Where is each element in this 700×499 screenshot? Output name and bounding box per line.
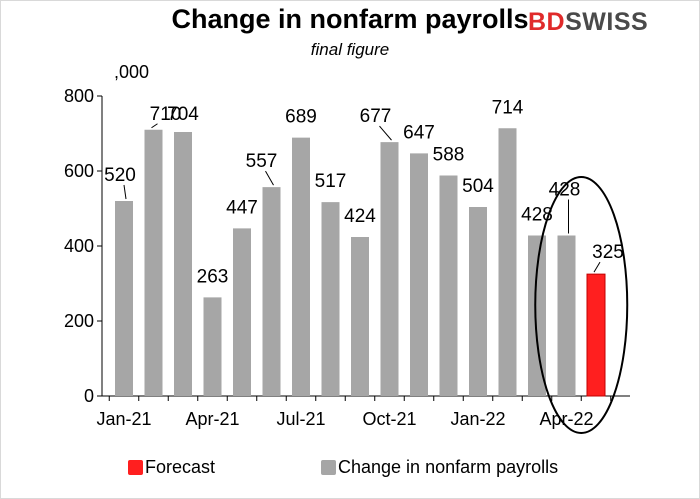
data-label-leader xyxy=(123,184,127,200)
x-tick-label: Apr-22 xyxy=(539,409,593,429)
logo-swiss: SWISS xyxy=(565,8,649,36)
bar xyxy=(115,201,133,396)
bar xyxy=(380,142,399,396)
bar xyxy=(439,175,458,396)
bar xyxy=(174,132,192,396)
data-label: 647 xyxy=(403,122,435,143)
data-label-leader xyxy=(151,123,158,129)
y-tick-label: 400 xyxy=(64,236,94,256)
y-tick-label: 800 xyxy=(64,86,94,106)
data-label: 428 xyxy=(549,180,581,201)
bar xyxy=(557,235,576,396)
x-tick-label: Apr-21 xyxy=(185,409,239,429)
data-label: 557 xyxy=(246,151,278,172)
data-label: 447 xyxy=(226,197,258,218)
data-label: 428 xyxy=(521,205,553,226)
bar xyxy=(410,153,428,396)
y-tick-label: 0 xyxy=(84,386,94,406)
data-label: 714 xyxy=(492,97,524,118)
x-tick-label: Jul-21 xyxy=(276,409,325,429)
legend-swatch-payrolls xyxy=(321,460,336,475)
legend-item-forecast: Forecast xyxy=(128,457,215,478)
bar xyxy=(262,187,281,396)
bar xyxy=(469,207,487,396)
x-tick-label: Jan-21 xyxy=(96,409,151,429)
data-label: 325 xyxy=(592,242,624,263)
bar xyxy=(203,297,222,396)
bdswiss-logo: BDSWISS xyxy=(528,8,648,37)
data-label: 504 xyxy=(462,176,494,197)
data-label: 677 xyxy=(360,106,392,127)
legend-swatch-forecast xyxy=(128,460,143,475)
data-label-leader xyxy=(265,170,274,186)
chart-subtitle: final figure xyxy=(310,40,390,59)
chart-title: Change in nonfarm payrolls xyxy=(171,4,529,34)
y-axis-unit-label: ,000 xyxy=(114,62,149,82)
logo-bd: BD xyxy=(528,8,566,36)
bar xyxy=(528,235,546,396)
data-label: 263 xyxy=(197,266,229,287)
x-tick-label: Jan-22 xyxy=(450,409,505,429)
legend-item-payrolls: Change in nonfarm payrolls xyxy=(321,457,558,478)
data-label: 710 xyxy=(150,104,182,125)
legend-label-forecast: Forecast xyxy=(145,457,216,477)
bar xyxy=(498,128,517,396)
data-label: 588 xyxy=(433,145,465,166)
data-label: 689 xyxy=(285,107,317,128)
highlight-ellipse xyxy=(534,176,629,434)
legend-label-payrolls: Change in nonfarm payrolls xyxy=(338,457,559,477)
y-tick-label: 600 xyxy=(64,161,94,181)
data-label-leader xyxy=(379,125,392,141)
y-tick-label: 200 xyxy=(64,311,94,331)
bar xyxy=(292,137,310,396)
data-label: 520 xyxy=(104,165,136,186)
bar xyxy=(321,202,340,396)
bar xyxy=(233,228,251,396)
x-tick-label: Oct-21 xyxy=(362,409,416,429)
forecast-bar xyxy=(586,273,606,397)
data-label: 517 xyxy=(315,171,347,192)
data-label: 704 xyxy=(167,104,199,125)
bar xyxy=(144,129,163,396)
data-label-leader xyxy=(593,261,601,273)
bar xyxy=(351,237,369,396)
data-label: 424 xyxy=(344,206,376,227)
